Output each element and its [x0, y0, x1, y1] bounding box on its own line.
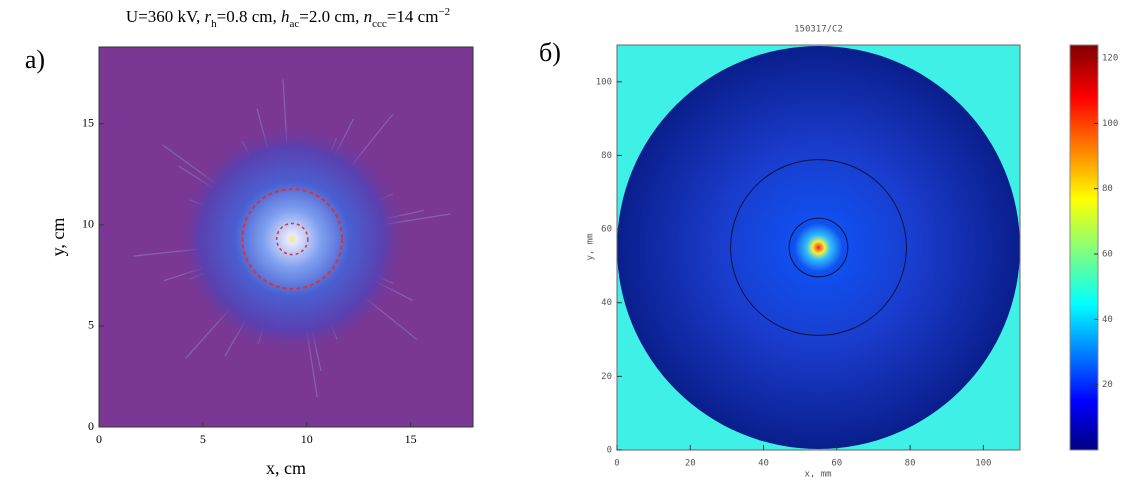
title-part: =2.0 cm,: [299, 7, 363, 26]
x-tick-label: 60: [831, 459, 842, 469]
ring-inner: [788, 217, 849, 278]
ring-outer: [730, 159, 907, 336]
y-tick-label: 20: [601, 372, 612, 382]
title-part: =14 cm: [387, 7, 439, 26]
x-axis-label: x, mm: [804, 470, 831, 480]
colorbar-tick-label: 100: [1102, 119, 1118, 129]
plot-frame: [616, 44, 1021, 451]
x-tick-label: 20: [685, 459, 696, 469]
y-tick-label: 0: [88, 419, 94, 433]
y-tick-label: 15: [82, 116, 94, 130]
chart-title: U=360 kV, rh=0.8 cm, hac=2.0 cm, nccc=14…: [126, 6, 450, 30]
panel-label: б): [539, 38, 561, 67]
title-part: U=360 kV,: [126, 7, 205, 26]
x-axis-label: x, cm: [266, 458, 306, 478]
y-tick-label: 80: [601, 151, 612, 161]
title-part: ccc: [372, 18, 387, 30]
y-tick-label: 5: [88, 318, 94, 332]
y-tick-label: 10: [82, 217, 94, 231]
plot-frame: [98, 46, 474, 428]
glow: [177, 124, 408, 355]
chart-title: 150317/C2: [794, 25, 843, 35]
y-tick-label: 60: [601, 225, 612, 235]
title-part: −2: [438, 6, 450, 18]
ring-inner: [275, 222, 309, 256]
title-part: ac: [290, 18, 300, 30]
ring-outer: [241, 188, 344, 290]
title-part: n: [364, 7, 373, 26]
colorbar-tick-label: 60: [1102, 250, 1113, 260]
x-tick-label: 80: [905, 459, 916, 469]
colorbar: [1069, 44, 1099, 451]
colorbar-tick-label: 40: [1102, 315, 1113, 325]
colorbar-tick-label: 120: [1102, 54, 1118, 64]
x-tick-label: 100: [975, 459, 991, 469]
x-tick-label: 40: [758, 459, 769, 469]
x-tick-label: 5: [200, 432, 206, 446]
disk: [617, 46, 1020, 449]
x-tick-label: 15: [405, 432, 417, 446]
title-part: r: [205, 7, 212, 26]
y-axis-label: y, cm: [48, 218, 68, 257]
x-tick-label: 0: [614, 459, 619, 469]
title-part: h: [281, 7, 290, 26]
title-part: h: [211, 18, 217, 30]
colorbar-tick-label: 20: [1102, 380, 1113, 390]
title-part: =0.8 cm,: [217, 7, 281, 26]
colorbar-tick-label: 80: [1102, 184, 1113, 194]
panel-label: а): [25, 45, 45, 74]
y-tick-label: 100: [596, 77, 612, 87]
y-axis-label: y, mm: [586, 233, 596, 260]
y-tick-label: 0: [607, 446, 612, 456]
x-tick-label: 10: [301, 432, 313, 446]
y-tick-label: 40: [601, 298, 612, 308]
x-tick-label: 0: [96, 432, 102, 446]
